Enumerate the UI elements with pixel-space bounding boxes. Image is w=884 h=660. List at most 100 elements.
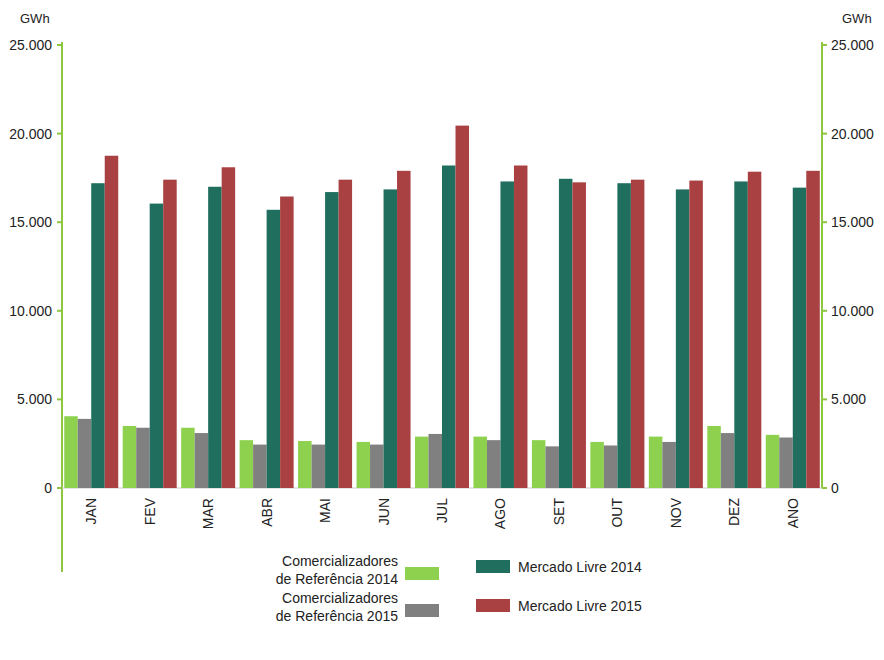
bar (240, 440, 254, 488)
legend-label: Comercializadores de Referência 2015 (276, 590, 398, 624)
bar (532, 440, 546, 488)
y-tick-label: 5.000 (17, 391, 52, 407)
bar (150, 204, 164, 488)
bar (181, 428, 195, 488)
bar (545, 446, 559, 488)
x-tick-label: JAN (83, 498, 99, 524)
bar (779, 437, 793, 488)
x-tick-label: JUN (376, 498, 392, 525)
y-tick (57, 44, 62, 46)
bar (559, 179, 573, 488)
bar (442, 165, 456, 488)
legend-line: Comercializadores (282, 553, 398, 569)
bar (676, 189, 690, 488)
bar (136, 428, 150, 488)
bar (734, 181, 748, 488)
bar (78, 419, 92, 488)
x-tick-label: ABR (259, 498, 275, 527)
y2-tick (822, 487, 827, 489)
bar (604, 445, 618, 488)
bar (298, 441, 312, 488)
y-tick (57, 487, 62, 489)
y-tick (57, 310, 62, 312)
y-tick (57, 398, 62, 400)
bar (163, 180, 177, 488)
y-tick-label: 15.000 (9, 214, 52, 230)
bar (123, 426, 137, 488)
bar (766, 435, 780, 488)
y-tick (57, 133, 62, 135)
bar (195, 433, 209, 488)
y2-tick-label: 5.000 (831, 391, 866, 407)
x-tick-label: DEZ (726, 498, 742, 526)
y2-tick (822, 310, 827, 312)
bar (748, 172, 762, 488)
bar (514, 165, 528, 488)
legend-swatch (405, 567, 439, 580)
bar (312, 445, 326, 488)
bar (397, 171, 411, 488)
y-axis-line (61, 42, 63, 572)
bar (473, 437, 487, 488)
bar (64, 416, 78, 488)
bar (590, 442, 604, 488)
x-tick-label: SET (551, 498, 567, 526)
bar (222, 167, 236, 488)
y2-tick (822, 44, 827, 46)
y2-tick-label: 20.000 (831, 126, 874, 142)
y-tick-label: 25.000 (9, 37, 52, 53)
legend-label: Mercado Livre 2014 (518, 559, 642, 575)
legend-swatch (476, 560, 510, 573)
bar (105, 156, 119, 488)
bar (429, 434, 443, 488)
bars (64, 126, 820, 488)
legend-label: Comercializadores de Referência 2014 (276, 553, 398, 587)
bar (649, 437, 663, 488)
y2-tick (822, 398, 827, 400)
bar (500, 181, 514, 488)
y2-tick-label: 15.000 (831, 214, 874, 230)
y-tick-label: 0 (44, 480, 52, 496)
bar (572, 182, 586, 488)
y2-tick (822, 221, 827, 223)
bar (208, 187, 222, 488)
x-tick-label: MAR (200, 498, 216, 529)
chart: 05.00010.00015.00020.00025.00005.00010.0… (0, 0, 884, 660)
x-tick-label: FEV (142, 497, 158, 525)
x-tick-label: NOV (668, 497, 684, 528)
bar (689, 181, 703, 488)
bar (487, 440, 501, 488)
bar (662, 442, 676, 488)
y2-axis-line (821, 42, 823, 488)
legend-line: de Referência 2014 (276, 571, 398, 587)
y2-tick (822, 133, 827, 135)
bar (91, 183, 105, 488)
x-tick-label: OUT (609, 498, 625, 528)
bar (325, 192, 339, 488)
bar (370, 445, 384, 488)
bar (707, 426, 721, 488)
legend-line: Comercializadores (282, 590, 398, 606)
bar (631, 180, 645, 488)
bar (267, 210, 281, 488)
y2-tick-label: 25.000 (831, 37, 874, 53)
y-tick (57, 221, 62, 223)
bar (280, 197, 294, 488)
y-axis-label: GWh (20, 11, 50, 26)
legend-label: Mercado Livre 2015 (518, 598, 642, 614)
bar (721, 433, 735, 488)
x-tick-label: AGO (492, 498, 508, 529)
y2-axis-label: GWh (842, 11, 872, 26)
bar (793, 188, 807, 488)
bar (456, 126, 470, 488)
bar (806, 171, 820, 488)
bar (253, 445, 267, 488)
bar (617, 183, 631, 488)
y2-tick-label: 0 (831, 480, 839, 496)
x-tick-label: MAI (317, 498, 333, 523)
y-tick-label: 20.000 (9, 126, 52, 142)
y-tick-label: 10.000 (9, 303, 52, 319)
legend-line: de Referência 2015 (276, 608, 398, 624)
bar (415, 437, 429, 488)
bar (384, 189, 398, 488)
